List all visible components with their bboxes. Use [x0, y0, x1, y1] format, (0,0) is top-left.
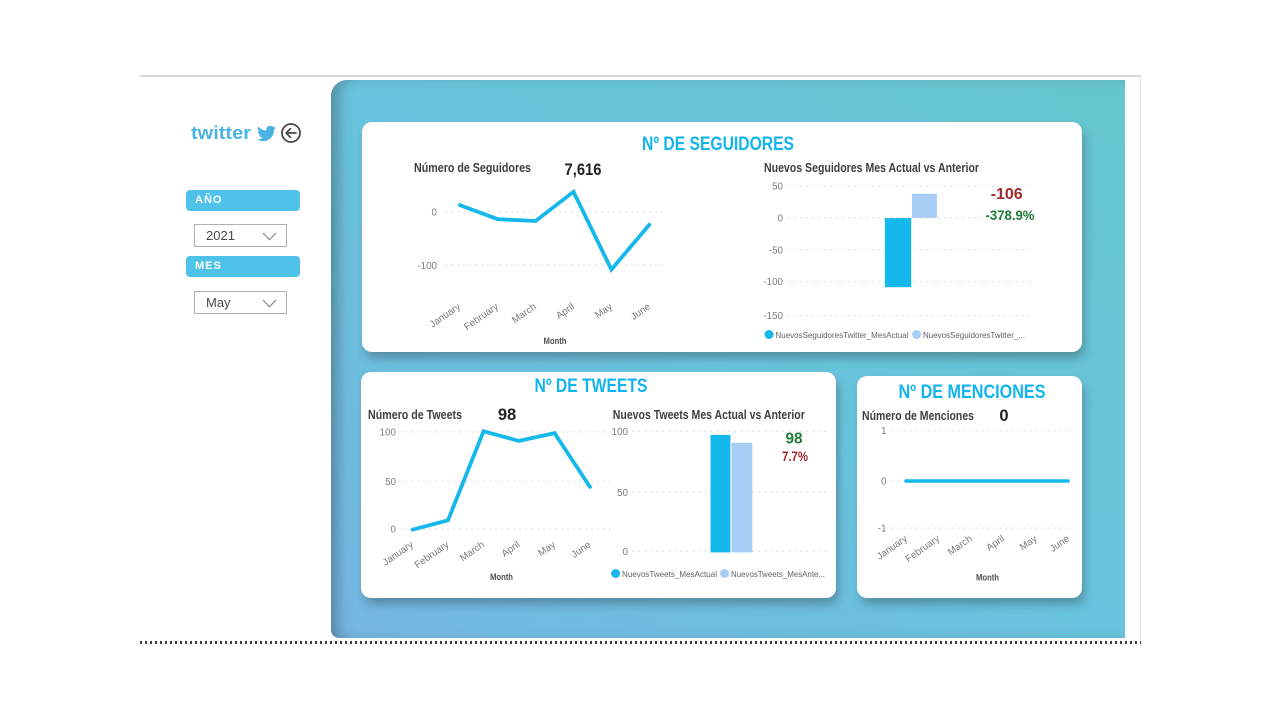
svg-text:NuevosSeguidoresTwitter_...: NuevosSeguidoresTwitter_...	[923, 330, 1025, 340]
svg-text:7,616: 7,616	[565, 161, 602, 179]
svg-text:Month: Month	[490, 572, 513, 583]
svg-text:April: April	[985, 533, 1007, 553]
svg-text:Número de Seguidores: Número de Seguidores	[414, 160, 531, 175]
svg-text:98: 98	[786, 430, 803, 447]
svg-text:Nº DE SEGUIDORES: Nº DE SEGUIDORES	[642, 134, 794, 155]
svg-text:1: 1	[881, 426, 886, 437]
svg-text:Nuevos Tweets Mes Actual vs An: Nuevos Tweets Mes Actual vs Anterior	[613, 407, 805, 422]
svg-text:0: 0	[778, 213, 784, 224]
svg-text:0: 0	[999, 407, 1008, 425]
svg-text:Número de Menciones: Número de Menciones	[862, 409, 974, 423]
svg-text:March: March	[510, 301, 539, 326]
svg-text:January: January	[428, 301, 463, 330]
svg-text:June: June	[629, 301, 653, 323]
svg-text:7.7%: 7.7%	[782, 449, 808, 464]
svg-text:February: February	[904, 533, 943, 565]
svg-text:March: March	[946, 533, 975, 558]
svg-text:50: 50	[617, 488, 628, 499]
svg-text:Month: Month	[976, 573, 999, 584]
svg-text:January: January	[381, 539, 416, 568]
svg-text:-50: -50	[769, 245, 784, 256]
svg-text:0: 0	[623, 547, 629, 558]
svg-text:May: May	[536, 539, 558, 559]
svg-text:June: June	[570, 539, 594, 561]
svg-text:twitter: twitter	[191, 122, 251, 143]
svg-text:May: May	[1018, 533, 1040, 553]
svg-text:May: May	[593, 301, 615, 321]
svg-text:98: 98	[498, 406, 516, 424]
svg-text:NuevosSeguidoresTwitter_MesAct: NuevosSeguidoresTwitter_MesActual	[776, 330, 909, 340]
svg-text:-100: -100	[763, 277, 783, 288]
svg-text:100: 100	[612, 427, 629, 438]
svg-text:50: 50	[385, 477, 396, 488]
svg-text:0: 0	[881, 477, 887, 488]
svg-text:March: March	[458, 539, 487, 564]
svg-text:50: 50	[772, 182, 783, 193]
svg-text:NuevosTweets_MesActual: NuevosTweets_MesActual	[622, 569, 717, 579]
svg-text:-100: -100	[417, 261, 437, 272]
svg-text:Nuevos Seguidores Mes Actual v: Nuevos Seguidores Mes Actual vs Anterior	[764, 160, 979, 175]
svg-text:April: April	[554, 301, 576, 321]
svg-text:Número de Tweets: Número de Tweets	[368, 407, 462, 422]
svg-text:Nº DE MENCIONES: Nº DE MENCIONES	[899, 382, 1046, 403]
svg-text:0: 0	[432, 207, 438, 218]
svg-text:February: February	[462, 301, 501, 333]
svg-text:NuevosTweets_MesAnte...: NuevosTweets_MesAnte...	[731, 569, 825, 579]
svg-text:Nº DE TWEETS: Nº DE TWEETS	[535, 376, 648, 397]
svg-text:-150: -150	[763, 311, 783, 322]
svg-text:Month: Month	[544, 336, 567, 347]
svg-text:April: April	[500, 539, 522, 559]
svg-text:-378.9%: -378.9%	[986, 208, 1035, 223]
svg-text:February: February	[413, 539, 452, 571]
svg-text:100: 100	[380, 427, 397, 438]
svg-text:-106: -106	[991, 186, 1023, 203]
svg-text:June: June	[1048, 533, 1072, 555]
svg-text:0: 0	[391, 525, 397, 536]
svg-text:-1: -1	[878, 524, 887, 535]
